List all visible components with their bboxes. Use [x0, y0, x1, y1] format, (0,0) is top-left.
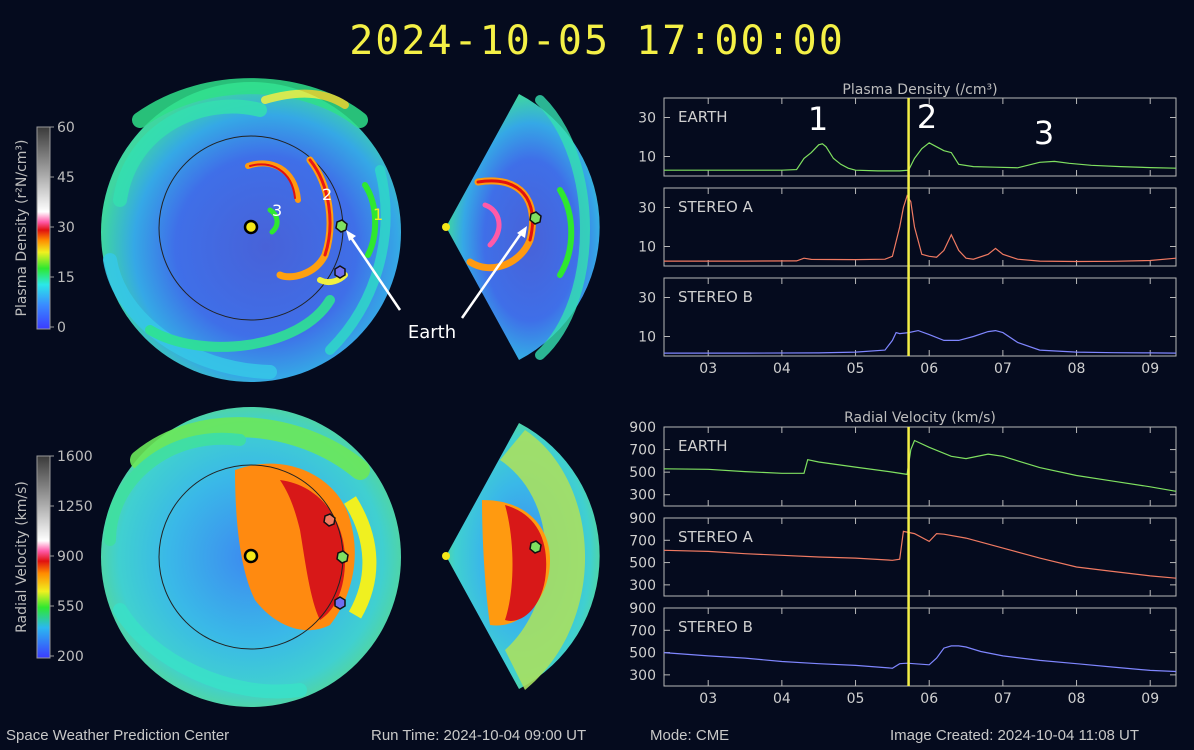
chart-title: Radial Velocity (km/s) [844, 410, 996, 426]
footer-run-time: Run Time: 2024-10-04 09:00 UT [371, 727, 587, 744]
y-tick-label: 300 [629, 578, 656, 594]
velocity-ecliptic-map [101, 407, 401, 707]
velocity-colorbar: 1600 1250 900 550 200 Radial Velocity (km/s) [14, 449, 93, 665]
density-colorbar-tick-label: 45 [57, 170, 75, 186]
panel-stereo-b: 10 30 STEREO B [638, 277, 1177, 357]
x-tick-label: 08 [1068, 691, 1086, 707]
series-line-stereo-a [664, 194, 1177, 263]
velocity-colorbar-tick-label: 900 [57, 549, 84, 565]
x-tick-label: 07 [994, 691, 1012, 707]
y-tick-label: 500 [629, 465, 656, 481]
cme-label-2: 2 [322, 185, 332, 204]
x-tick-label: 05 [847, 691, 865, 707]
series-line-earth [664, 142, 1177, 172]
panel-label: EARTH [678, 108, 728, 126]
panel-frame [663, 517, 1177, 597]
x-tick-label: 05 [847, 361, 865, 377]
x-tick-label: 03 [699, 691, 717, 707]
cme-marker-label: 1 [808, 100, 828, 138]
y-tick-label: 700 [629, 443, 656, 459]
panel-label: EARTH [678, 437, 728, 455]
panel-frame [663, 187, 1177, 267]
y-tick-label: 900 [629, 420, 656, 436]
velocity-colorbar-tick-label: 1600 [57, 449, 93, 465]
x-tick-label: 06 [920, 691, 938, 707]
footer-image-created: Image Created: 2024-10-04 11:08 UT [890, 727, 1140, 744]
velocity-timeseries: Radial Velocity (km/s)300500700900EARTH3… [629, 410, 1177, 707]
x-tick-label: 09 [1141, 361, 1159, 377]
cme-marker-label: 3 [1034, 114, 1054, 152]
y-tick-label: 30 [638, 111, 656, 127]
footer-mode: Mode: CME [650, 727, 730, 744]
y-tick-label: 500 [629, 646, 656, 662]
velocity-colorbar-tick-label: 550 [57, 599, 84, 615]
cme-label-1: 1 [373, 205, 383, 224]
panel-earth: 300 500 700 900 EARTH [629, 420, 1177, 507]
chart-title: Plasma Density (/cm³) [842, 82, 997, 98]
velocity-colorbar-tick-label: 1250 [57, 499, 93, 515]
velocity-colorbar-tick-label: 200 [57, 649, 84, 665]
panel-frame [663, 426, 1177, 507]
footer-org: Space Weather Prediction Center [6, 727, 230, 744]
panel-label: STEREO A [678, 198, 754, 216]
panel-frame [663, 97, 1177, 177]
x-tick-label: 06 [920, 361, 938, 377]
density-colorbar-tick-label: 30 [57, 220, 75, 236]
density-colorbar-tick-label: 15 [57, 270, 75, 286]
y-tick-label: 10 [638, 330, 656, 346]
panel-stereo-b: 300 500 700 900 STEREO B [629, 601, 1177, 687]
density-colorbar: 60 45 30 15 0 Plasma Density (r²N/cm³) [14, 120, 75, 336]
panel-label: STEREO B [678, 288, 753, 306]
density-colorbar-label: Plasma Density (r²N/cm³) [14, 140, 30, 317]
panel-stereo-a: 300 500 700 900 STEREO A [629, 511, 1177, 597]
series-line-stereo-a [663, 530, 1177, 579]
y-tick-label: 10 [638, 240, 656, 256]
y-tick-label: 700 [629, 533, 656, 549]
timeseries-plots: Plasma Density (/cm³) 10 30 EARTH 10 30 STEREO… [629, 82, 1177, 707]
cme-marker-label: 2 [917, 98, 937, 136]
y-tick-label: 300 [629, 488, 656, 504]
density-meridional-map [442, 94, 600, 360]
series-line-stereo-b [664, 329, 1177, 354]
y-tick-label: 900 [629, 601, 656, 617]
panel-frame [663, 607, 1177, 687]
series-line-stereo-b [663, 645, 1177, 673]
x-tick-label: 09 [1141, 691, 1159, 707]
density-colorbar-tick-label: 60 [57, 120, 75, 136]
density-timeseries: Plasma Density (/cm³) 10 30 EARTH 10 30 STEREO… [638, 82, 1177, 377]
panel-frame [663, 277, 1177, 357]
x-tick-label: 04 [773, 361, 791, 377]
x-tick-label: 04 [773, 691, 791, 707]
y-tick-label: 900 [629, 511, 656, 527]
y-tick-label: 30 [638, 201, 656, 217]
panel-label: STEREO B [678, 618, 753, 636]
density-ecliptic-map: 3 2 1 [101, 78, 401, 382]
y-tick-label: 300 [629, 668, 656, 684]
velocity-colorbar-label: Radial Velocity (km/s) [14, 481, 30, 633]
y-tick-label: 30 [638, 291, 656, 307]
page-title: 2024-10-05 17:00:00 [349, 18, 845, 64]
velocity-meridional-map [442, 423, 600, 690]
y-tick-label: 500 [629, 556, 656, 572]
panel-stereo-a: 10 30 STEREO A [638, 187, 1177, 267]
density-colorbar-tick-label: 0 [57, 320, 66, 336]
panel-label: STEREO A [678, 528, 754, 546]
earth-label: Earth [408, 322, 456, 343]
cme-label-3: 3 [272, 201, 282, 220]
x-tick-label: 08 [1068, 361, 1086, 377]
y-tick-label: 10 [638, 150, 656, 166]
x-tick-label: 07 [994, 361, 1012, 377]
x-tick-label: 03 [699, 361, 717, 377]
panel-earth: 10 30 EARTH [638, 97, 1177, 177]
y-tick-label: 700 [629, 623, 656, 639]
earth-annotation: Earth [346, 226, 527, 343]
series-line-earth [663, 439, 1177, 492]
